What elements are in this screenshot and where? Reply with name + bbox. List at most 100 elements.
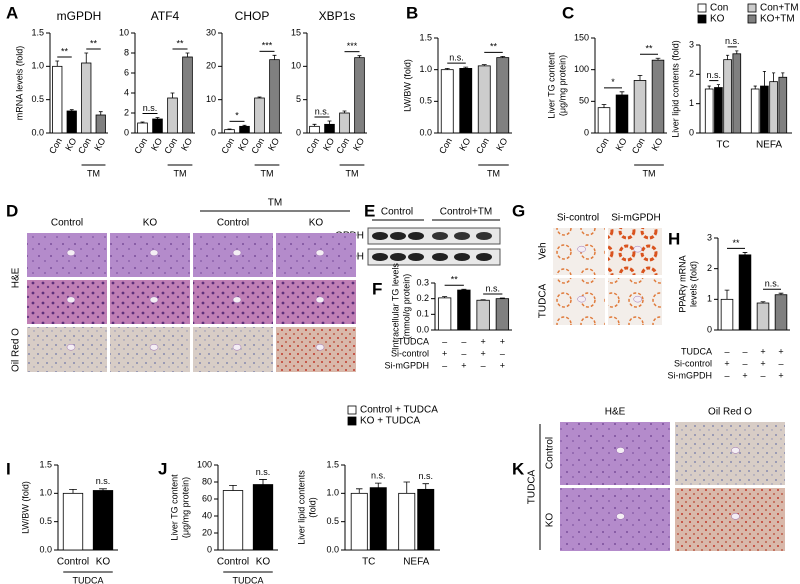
x-tick-label: Con [219, 136, 236, 155]
legend-swatch [347, 405, 357, 415]
error-bar [356, 488, 363, 494]
x-tick-label: KO [457, 136, 472, 152]
x-tick-label: KO [256, 557, 271, 568]
y-tick-label: 1.5 [31, 27, 44, 37]
significance-label: *** [262, 41, 273, 51]
bar [756, 302, 770, 331]
condition-value: + [480, 336, 485, 346]
x-tick-label: KO [92, 136, 107, 152]
y-tick-label: 0.0 [419, 127, 432, 137]
error-bar [499, 297, 505, 299]
band [432, 253, 448, 261]
legend-swatch [697, 3, 707, 13]
bar [224, 129, 235, 134]
condition-name: TUDCA [681, 346, 712, 356]
y-tick-label: 1.0 [419, 64, 432, 74]
vessel [232, 344, 242, 351]
bar [437, 297, 452, 331]
condition-value: – [742, 346, 747, 356]
y-tick-label: 100 [197, 459, 212, 469]
error-bar [463, 66, 469, 69]
condition-value: + [742, 370, 747, 380]
bar [714, 87, 723, 134]
error-bar [781, 72, 785, 78]
error-bar [357, 55, 362, 58]
error-bar [619, 91, 625, 95]
y-axis-label: Liver TG content [546, 52, 556, 119]
y-tick-label: 0.3 [416, 277, 429, 287]
y-tick-label: 40 [202, 510, 212, 520]
micrograph [560, 488, 670, 551]
legend-swatch [347, 416, 357, 426]
error-bar [742, 252, 748, 255]
y-axis-label: Liver lipid contents [296, 470, 306, 545]
x-tick-label: Con [162, 136, 179, 155]
panel-letter: E [364, 201, 375, 220]
condition-value: + [778, 346, 783, 356]
micrograph [27, 280, 107, 324]
vessel [315, 296, 325, 304]
bar [350, 492, 368, 551]
panel-letter: D [6, 201, 18, 220]
micrograph [27, 233, 107, 277]
bar [459, 68, 473, 134]
band [390, 253, 406, 261]
y-tick-label: 15 [291, 27, 301, 37]
x-tick-label: Con [474, 136, 491, 155]
condition-value: – [442, 336, 447, 346]
column-label: Control [381, 207, 413, 218]
vessel [149, 249, 159, 257]
error-bar [84, 52, 89, 63]
y-tick-label: 50 [579, 96, 589, 106]
band [408, 253, 424, 261]
error-bar [342, 110, 347, 113]
bar [52, 65, 63, 134]
micrograph [560, 422, 670, 485]
column-label: Control [51, 218, 83, 229]
band [476, 253, 492, 261]
significance-label: *** [347, 41, 358, 51]
bar [167, 97, 178, 134]
x-tick-label: KO [96, 557, 111, 568]
bar [222, 490, 244, 551]
y-tick-label: 1.0 [39, 488, 52, 498]
y-axis-label: (mmol/g protein) [401, 274, 411, 340]
micrograph [110, 233, 190, 277]
error-bar [99, 488, 107, 491]
bar [597, 107, 611, 134]
y-tick-label: 0.0 [31, 127, 44, 137]
error-bar [55, 60, 60, 67]
y-tick-label: 0.1 [416, 309, 429, 319]
y-axis-label: LW/BW (fold) [402, 59, 412, 112]
y-tick-label: 0.5 [39, 516, 52, 526]
condition-value: – [742, 358, 747, 368]
y-tick-label: 2 [707, 263, 712, 273]
error-bar [442, 296, 448, 298]
y-tick-label: 0.5 [326, 516, 339, 526]
y-axis-label: (μg/mg protein) [557, 55, 567, 116]
condition-value: – [724, 346, 729, 356]
x-tick-label: NEFA [403, 557, 429, 568]
error-bar [375, 482, 382, 488]
y-tick-label: 0 [211, 127, 216, 137]
significance-label: ** [90, 38, 98, 48]
column-label: Control+TM [440, 207, 493, 218]
x-tick-label: Con [437, 136, 454, 155]
error-bar [312, 123, 317, 127]
panel-k-labels: H&E Oil Red O TUDCA Control KO [527, 407, 752, 550]
micrograph [193, 233, 273, 277]
y-tick-label: 1.0 [31, 61, 44, 71]
micrograph [27, 327, 107, 372]
error-bar [242, 124, 247, 127]
vessel [232, 249, 242, 257]
condition-value: – [461, 336, 466, 346]
micrograph [675, 488, 785, 551]
panel-letter: B [406, 3, 418, 22]
y-tick-label: 30 [206, 27, 216, 37]
y-tick-label: 3 [689, 39, 694, 49]
x-tick-label: KO [179, 136, 194, 152]
column-label: Si-control [557, 213, 599, 224]
micrograph [110, 327, 190, 372]
bar [137, 122, 148, 134]
x-tick-label: Control [217, 557, 249, 568]
